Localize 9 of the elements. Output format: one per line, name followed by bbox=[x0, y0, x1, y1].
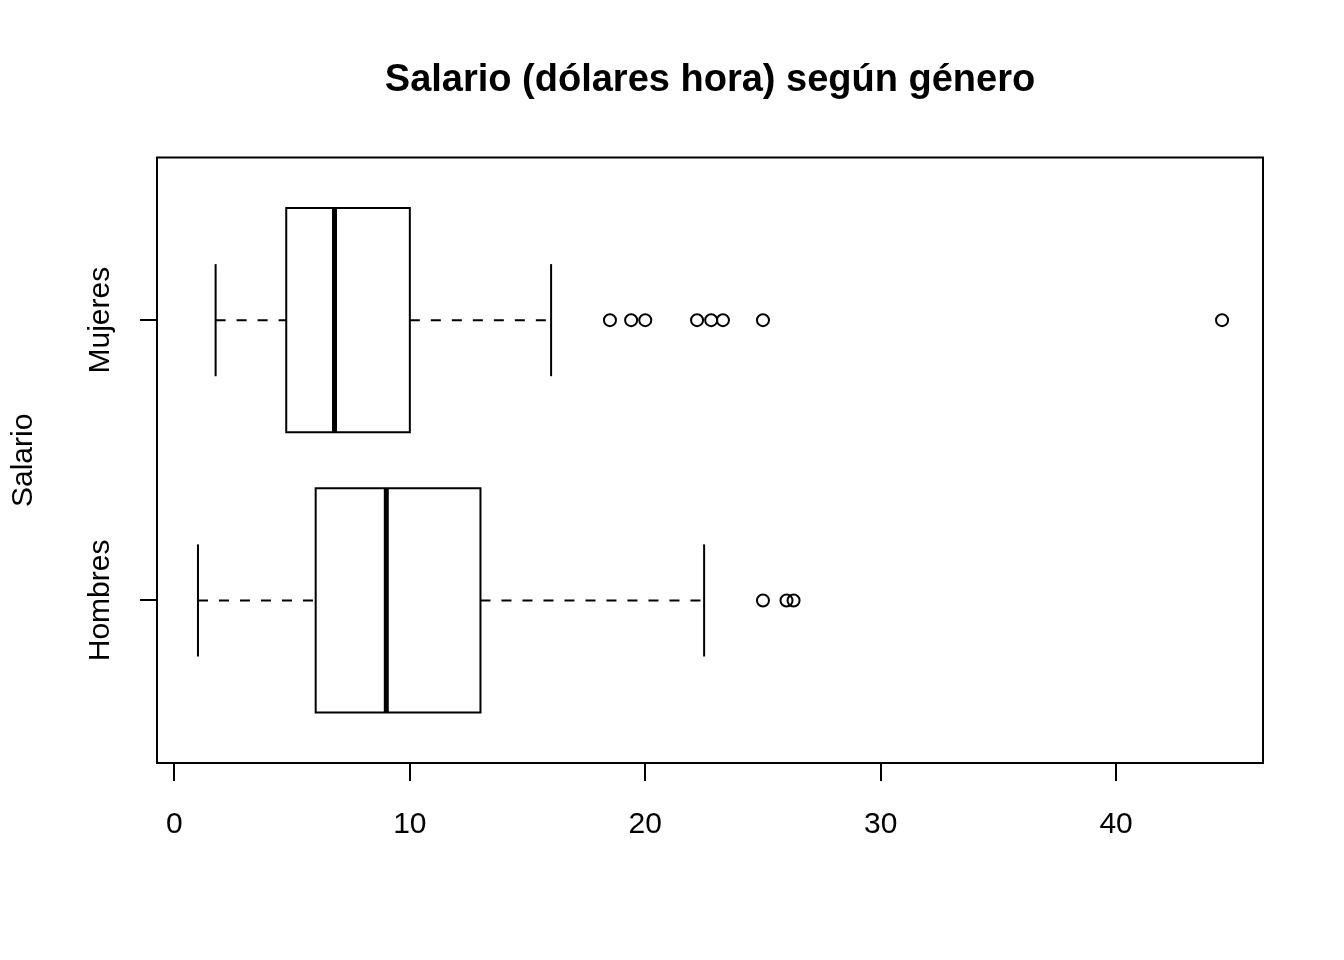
x-tick-label: 10 bbox=[393, 806, 427, 840]
y-axis-title: Salario bbox=[5, 413, 39, 507]
y-tick-label: Hombres bbox=[82, 539, 116, 662]
y-tick-label: Mujeres bbox=[82, 266, 116, 374]
x-tick-label: 30 bbox=[863, 806, 898, 840]
x-tick-label: 0 bbox=[166, 806, 183, 840]
x-tick-label: 20 bbox=[628, 806, 662, 840]
chart-title: Salario (dólares hora) según género bbox=[384, 57, 1036, 100]
x-tick-label: 40 bbox=[1099, 806, 1133, 840]
